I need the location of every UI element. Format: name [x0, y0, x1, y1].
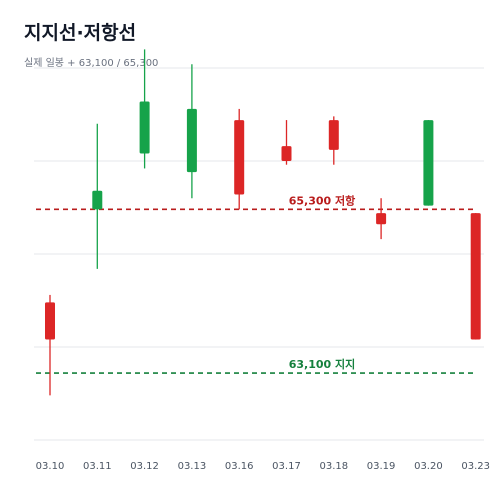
x-tick-label: 03.13: [178, 461, 207, 472]
x-tick-label: 03.23: [461, 461, 490, 472]
candle-body: [92, 190, 103, 210]
candle-body: [139, 101, 150, 154]
x-tick-label: 03.16: [225, 461, 254, 472]
candle-body: [470, 213, 481, 340]
chart-subtitle: 실제 일봉 + 63,100 / 65,300: [24, 58, 159, 69]
candle-body: [186, 108, 197, 173]
candle-body: [234, 120, 245, 195]
level-lines: 65,300 저항 63,100 지지: [36, 193, 476, 374]
x-tick-label: 03.10: [36, 461, 65, 472]
x-tick-label: 03.18: [319, 461, 348, 472]
resistance-label: 65,300 저항: [289, 193, 356, 207]
x-axis: 03.10 03.11 03.12 03.13 03.16 03.17 03.18 03.19…: [36, 461, 490, 472]
candle-body: [45, 302, 55, 340]
x-tick-label: 03.11: [83, 461, 112, 472]
candle-body: [328, 120, 339, 150]
support-label: 63,100 지지: [289, 357, 356, 371]
candle-body: [281, 146, 292, 161]
x-tick-label: 03.17: [272, 461, 301, 472]
x-tick-label: 03.12: [130, 461, 159, 472]
gridlines: [34, 67, 484, 441]
candle-body: [376, 213, 387, 225]
candle-body: [423, 120, 434, 206]
chart-title: 지지선·저항선: [24, 22, 137, 44]
x-tick-label: 03.20: [414, 461, 443, 472]
candles: [45, 49, 481, 396]
x-tick-label: 03.19: [367, 461, 396, 472]
